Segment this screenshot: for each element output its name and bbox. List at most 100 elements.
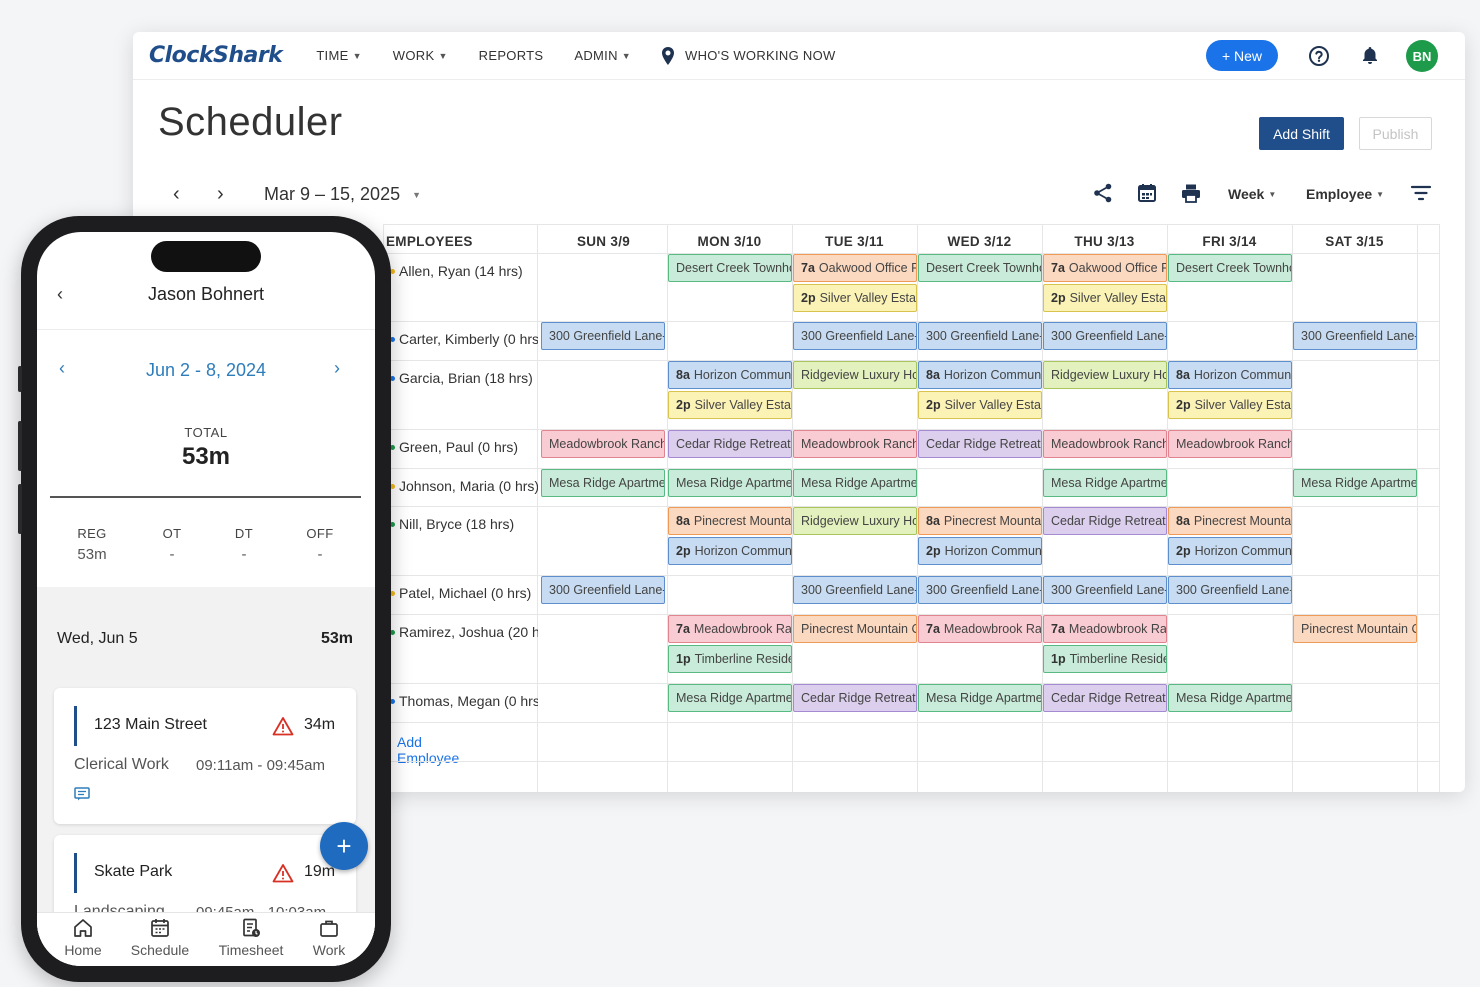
filter-icon[interactable] <box>1410 182 1432 204</box>
shift-block[interactable]: 300 Greenfield Lane-3 <box>1168 576 1292 604</box>
shift-block[interactable]: Ridgeview Luxury Homes <box>793 361 917 389</box>
shift-block[interactable]: Ridgeview Luxury Homes <box>793 507 917 535</box>
prev-week-button[interactable]: ‹ <box>173 183 180 205</box>
grid-row-line <box>383 575 1439 576</box>
shift-block[interactable]: Cedar Ridge Retreat-1 <box>1043 507 1167 535</box>
shift-block[interactable]: Desert Creek Townhomes <box>918 254 1042 282</box>
shift-block[interactable]: Ridgeview Luxury Homes <box>1043 361 1167 389</box>
shift-block[interactable]: Meadowbrook Ranch <box>793 430 917 458</box>
nav-admin[interactable]: ADMIN ▼ <box>574 48 631 63</box>
shift-jobsite: Silver Valley Estates <box>694 398 791 412</box>
tab-schedule[interactable]: Schedule <box>120 917 200 958</box>
print-icon[interactable] <box>1180 182 1202 204</box>
group-select[interactable]: Employee ▼ <box>1306 186 1384 202</box>
employee-row-name[interactable]: Thomas, Megan (0 hrs) <box>390 693 538 709</box>
user-avatar[interactable]: BN <box>1406 40 1438 72</box>
shift-block[interactable]: Mesa Ridge Apartments <box>1043 469 1167 497</box>
next-week-icon[interactable]: › <box>334 358 340 378</box>
prev-week-icon[interactable]: ‹ <box>59 358 65 378</box>
clockshark-logo[interactable]: ClockShark <box>149 43 283 68</box>
shift-block[interactable]: Mesa Ridge Apartments <box>668 684 792 712</box>
tab-work[interactable]: Work <box>289 917 369 958</box>
view-select[interactable]: Week ▼ <box>1228 186 1276 202</box>
tab-timesheet[interactable]: Timesheet <box>211 917 291 958</box>
shift-block[interactable]: Desert Creek Townhomes <box>668 254 792 282</box>
shift-block[interactable]: 300 Greenfield Lane-3 <box>541 322 665 350</box>
employee-row-name[interactable]: Patel, Michael (0 hrs) <box>390 585 538 601</box>
shift-block[interactable]: Cedar Ridge Retreat-1 <box>793 684 917 712</box>
week-range[interactable]: Jun 2 - 8, 2024 <box>145 360 267 380</box>
employee-row-name[interactable]: Johnson, Maria (0 hrs) <box>390 478 538 494</box>
shift-block[interactable]: 8a Pinecrest Mountain <box>918 507 1042 535</box>
calendar-icon[interactable] <box>1136 182 1158 204</box>
shift-block[interactable]: Meadowbrook Ranch <box>1043 430 1167 458</box>
note-icon[interactable] <box>74 787 90 801</box>
shift-block[interactable]: Cedar Ridge Retreat-1 <box>1043 684 1167 712</box>
next-week-button[interactable]: › <box>217 183 224 205</box>
shift-block[interactable]: 300 Greenfield Lane-3 <box>1043 322 1167 350</box>
nav-whos-working[interactable]: WHO'S WORKING NOW <box>661 46 836 65</box>
shift-block[interactable]: Mesa Ridge Apartments <box>1293 469 1417 497</box>
nav-work[interactable]: WORK ▼ <box>393 48 448 63</box>
add-employee-link[interactable]: Add Employee <box>397 734 460 766</box>
shift-block[interactable]: Mesa Ridge Apartments <box>793 469 917 497</box>
shift-block[interactable]: Cedar Ridge Retreat-1 <box>918 430 1042 458</box>
shift-block[interactable]: Mesa Ridge Apartments <box>1168 684 1292 712</box>
employee-row-name[interactable]: Ramirez, Joshua (20 hrs) <box>390 624 538 640</box>
add-shift-button[interactable]: Add Shift <box>1259 117 1344 150</box>
shift-block[interactable]: 300 Greenfield Lane-3 <box>918 576 1042 604</box>
back-icon[interactable]: ‹ <box>57 284 63 304</box>
publish-button[interactable]: Publish <box>1359 117 1432 150</box>
employee-row-name[interactable]: Carter, Kimberly (0 hrs) <box>390 331 538 347</box>
shift-block[interactable]: 8a Pinecrest Mountain <box>1168 507 1292 535</box>
shift-block[interactable]: Desert Creek Townhomes <box>1168 254 1292 282</box>
shift-block[interactable]: 300 Greenfield Lane-3 <box>918 322 1042 350</box>
shift-block[interactable]: 300 Greenfield Lane-3 <box>1293 322 1417 350</box>
nav-reports[interactable]: REPORTS <box>479 48 544 63</box>
date-range-picker[interactable]: Mar 9 – 15, 2025 ▼ <box>264 184 421 205</box>
shift-block[interactable]: Mesa Ridge Apartments <box>918 684 1042 712</box>
shift-block[interactable]: Mesa Ridge Apartments <box>541 469 665 497</box>
shift-block[interactable]: 300 Greenfield Lane-3 <box>1043 576 1167 604</box>
shift-block[interactable]: Pinecrest Mountain Cabins <box>1293 615 1417 643</box>
employee-row-name[interactable]: Allen, Ryan (14 hrs) <box>390 263 538 279</box>
bell-icon[interactable] <box>1359 45 1381 67</box>
employee-row-name[interactable]: Garcia, Brian (18 hrs) <box>390 370 538 386</box>
shift-block[interactable]: 300 Greenfield Lane-3 <box>541 576 665 604</box>
shift-block[interactable]: Cedar Ridge Retreat-1 <box>668 430 792 458</box>
shift-block[interactable]: 300 Greenfield Lane-3 <box>793 576 917 604</box>
share-icon[interactable] <box>1092 182 1114 204</box>
add-entry-button[interactable]: + <box>320 822 368 870</box>
time-entry-card[interactable]: 123 Main Street 34m Clerical Work 09:11a… <box>54 688 356 824</box>
shift-block[interactable]: Pinecrest Mountain Cabins <box>793 615 917 643</box>
tab-home[interactable]: Home <box>43 917 123 958</box>
shift-block[interactable]: Mesa Ridge Apartments <box>668 469 792 497</box>
shift-block[interactable]: 300 Greenfield Lane-3 <box>793 322 917 350</box>
shift-block[interactable]: Meadowbrook Ranch <box>541 430 665 458</box>
shift-block[interactable]: Meadowbrook Ranch <box>1168 430 1292 458</box>
new-button[interactable]: + New <box>1206 40 1278 71</box>
nav-time[interactable]: TIME ▼ <box>316 48 361 63</box>
employee-row-name[interactable]: Nill, Bryce (18 hrs) <box>390 516 538 532</box>
help-icon[interactable] <box>1308 45 1330 67</box>
employee-row-name[interactable]: Green, Paul (0 hrs) <box>390 439 538 455</box>
shift-block[interactable]: 8a Pinecrest Mountain <box>668 507 792 535</box>
